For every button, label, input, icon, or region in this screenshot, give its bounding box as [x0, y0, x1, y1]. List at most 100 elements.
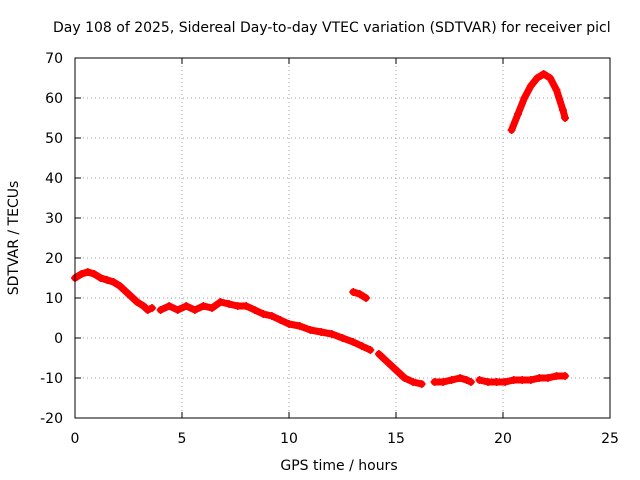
- data-point: [447, 376, 456, 384]
- data-point: [501, 378, 510, 386]
- data-point: [96, 274, 105, 282]
- data-point: [199, 302, 208, 310]
- data-point: [338, 334, 347, 342]
- chart-title: Day 108 of 2025, Sidereal Day-to-day VTE…: [53, 20, 611, 36]
- data-point: [533, 74, 542, 82]
- data-point: [77, 270, 86, 278]
- data-point: [327, 330, 336, 338]
- data-point: [518, 376, 527, 384]
- data-point: [475, 376, 484, 384]
- data-point: [543, 374, 552, 382]
- data-point: [561, 372, 570, 380]
- series-line: [157, 298, 374, 354]
- x-tick-label: 15: [387, 431, 405, 447]
- data-point: [90, 270, 99, 278]
- data-point: [456, 374, 465, 382]
- data-point: [362, 294, 371, 302]
- data-point: [233, 302, 242, 310]
- data-point: [430, 378, 439, 386]
- x-tick-label: 0: [71, 431, 80, 447]
- data-point: [492, 378, 501, 386]
- y-tick-label: 70: [45, 51, 63, 67]
- data-point: [143, 306, 152, 314]
- x-tick-label: 5: [178, 431, 187, 447]
- y-tick-label: 40: [45, 171, 63, 187]
- y-tick-label: 50: [45, 131, 63, 147]
- data-point: [250, 306, 259, 314]
- data-point: [546, 74, 555, 82]
- data-point: [349, 288, 358, 296]
- y-tick-label: -20: [40, 411, 63, 427]
- data-point: [139, 302, 148, 310]
- data-point: [259, 310, 268, 318]
- data-point: [295, 322, 304, 330]
- data-point: [306, 326, 315, 334]
- x-axis-label: GPS time / hours: [280, 458, 397, 474]
- data-point: [526, 376, 535, 384]
- data-point: [561, 114, 570, 122]
- data-point: [109, 278, 118, 286]
- data-point: [520, 94, 529, 102]
- data-point: [466, 378, 475, 386]
- data-point: [558, 106, 567, 114]
- data-point: [225, 300, 234, 308]
- x-tick-label: 10: [280, 431, 298, 447]
- data-point: [115, 282, 124, 290]
- data-point: [103, 276, 112, 284]
- data-point: [173, 306, 182, 314]
- grid: [75, 58, 610, 418]
- series-line: [508, 70, 569, 134]
- data-point: [355, 290, 364, 298]
- data-point: [148, 304, 157, 312]
- data-point: [357, 342, 366, 350]
- data-point: [285, 320, 293, 328]
- data-point: [242, 302, 251, 310]
- data-point: [182, 302, 191, 310]
- series-line: [71, 268, 156, 314]
- x-tick-label: 25: [601, 431, 619, 447]
- data-point: [513, 110, 522, 118]
- data-point: [392, 366, 400, 374]
- data-point: [366, 346, 375, 354]
- data-point: [535, 374, 544, 382]
- y-tick-label: 10: [45, 291, 63, 307]
- y-axis-label: SDTVAR / TECUs: [6, 181, 22, 296]
- data-point: [552, 372, 561, 380]
- data-point: [539, 70, 548, 78]
- y-tick-label: -10: [40, 371, 63, 387]
- data-point: [133, 298, 142, 306]
- data-point: [484, 378, 493, 386]
- data-point: [439, 378, 448, 386]
- data-point: [216, 298, 225, 306]
- data-point: [383, 358, 392, 366]
- data-point: [374, 350, 383, 358]
- data-point: [509, 376, 518, 384]
- data-point: [190, 306, 199, 314]
- data-point: [349, 338, 358, 346]
- y-tick-label: 30: [45, 211, 63, 227]
- y-tick-label: 20: [45, 251, 63, 267]
- y-tick-label: 0: [54, 331, 63, 347]
- data-point: [552, 86, 561, 94]
- data-point: [267, 312, 276, 320]
- series-line: [375, 350, 426, 388]
- data-point: [526, 82, 535, 90]
- data-point: [156, 306, 165, 314]
- ticks: 0 5 10 15 20 25 -20 -10 0 10 20 30 40 50 60 70: [40, 51, 619, 447]
- data-point: [124, 290, 133, 298]
- data-point: [462, 376, 471, 384]
- data-point: [507, 126, 516, 134]
- data-series: [71, 70, 570, 388]
- data-point: [83, 268, 92, 276]
- data-point: [165, 302, 174, 310]
- plot-frame: [74, 57, 611, 419]
- data-point: [400, 374, 409, 382]
- data-point: [409, 378, 418, 386]
- data-point: [417, 380, 426, 388]
- data-point: [207, 304, 216, 312]
- data-point: [317, 328, 326, 336]
- y-tick-label: 60: [45, 91, 63, 107]
- data-point: [276, 316, 285, 324]
- x-tick-label: 20: [494, 431, 512, 447]
